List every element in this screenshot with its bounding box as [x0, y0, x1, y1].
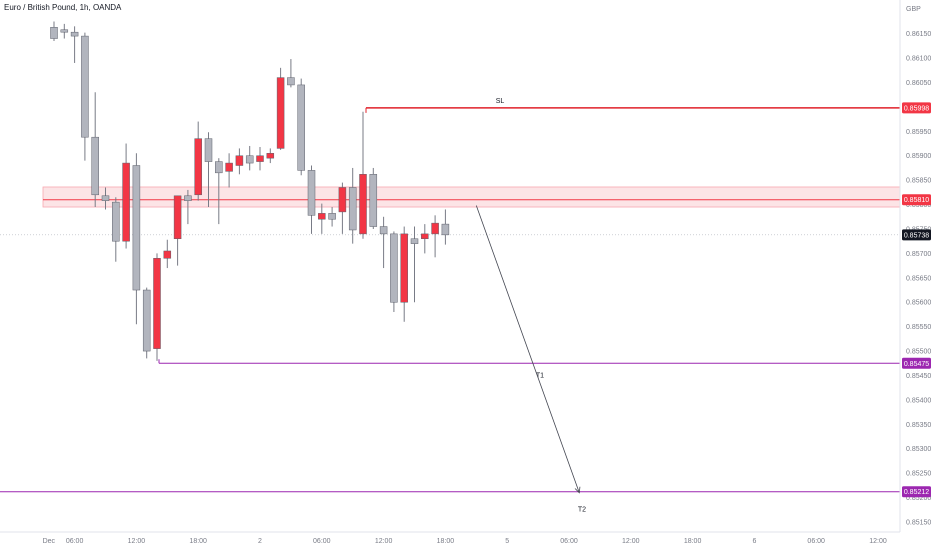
- candle-body[interactable]: [421, 233, 429, 240]
- candle-body[interactable]: [266, 153, 275, 159]
- price-tick-label: 0.85600: [906, 300, 931, 307]
- zone-price-label: 0.85810: [902, 194, 931, 206]
- current-price-label-text: 0.85738: [904, 232, 929, 239]
- candle-body[interactable]: [441, 223, 450, 236]
- price-tick-label: 0.85650: [906, 275, 931, 282]
- candle-body[interactable]: [204, 138, 213, 162]
- time-tick-label: 12:00: [622, 538, 640, 545]
- candle-body[interactable]: [132, 165, 141, 291]
- sl-price-label-bg: [902, 102, 931, 114]
- price-tick-label: 0.85350: [906, 422, 931, 429]
- t1-price-label-text: 0.85475: [904, 361, 929, 368]
- candle-body[interactable]: [328, 213, 336, 220]
- t2-price-label: 0.85212: [902, 486, 931, 498]
- time-tick-label: 18:00: [684, 538, 702, 545]
- time-tick-label: 06:00: [313, 538, 331, 545]
- time-tick-label: 12:00: [375, 538, 393, 545]
- candle-body[interactable]: [184, 195, 192, 201]
- candle-body[interactable]: [60, 29, 69, 33]
- sl-price-label: 0.85998: [902, 102, 931, 114]
- candle-body[interactable]: [276, 77, 285, 149]
- price-tick-label: 0.85300: [906, 446, 931, 453]
- candle-body[interactable]: [91, 136, 99, 196]
- price-tick-label: 0.85250: [906, 471, 931, 478]
- price-tick-label: 0.86150: [906, 31, 931, 38]
- t1-price-label-bg: [902, 357, 931, 369]
- current-price-label: 0.85738: [902, 229, 931, 241]
- time-tick-label: 12:00: [128, 538, 146, 545]
- currency-label: GBP: [906, 6, 921, 13]
- t1-price-label: 0.85475: [902, 357, 931, 369]
- zone-price-label-text: 0.85810: [904, 197, 929, 204]
- price-tick-label: 0.86050: [906, 80, 931, 87]
- candle-body[interactable]: [70, 31, 79, 37]
- price-tick-label: 0.85850: [906, 178, 931, 185]
- price-tick-label: 0.85550: [906, 324, 931, 331]
- time-tick-label: Dec: [43, 538, 56, 545]
- candle-body[interactable]: [431, 222, 439, 235]
- sl-price-label-text: 0.85998: [904, 105, 929, 112]
- candle-body[interactable]: [359, 174, 367, 235]
- candle-body[interactable]: [153, 258, 161, 349]
- candle-body[interactable]: [112, 201, 120, 242]
- candle-body[interactable]: [410, 238, 419, 244]
- sl-label: SL: [496, 98, 505, 105]
- candle-body[interactable]: [287, 77, 295, 86]
- price-tick-label: 0.85800: [906, 202, 931, 209]
- candle-body[interactable]: [81, 35, 89, 138]
- t1-label: T1: [536, 372, 544, 379]
- candle-body[interactable]: [225, 162, 233, 172]
- candle-body[interactable]: [235, 155, 244, 166]
- time-tick-label: 18:00: [437, 538, 455, 545]
- candle-body[interactable]: [297, 84, 305, 171]
- time-tick-label: 06:00: [560, 538, 578, 545]
- price-tick-label: 0.85900: [906, 153, 931, 160]
- time-tick-label: 2: [258, 538, 262, 545]
- time-tick-label: 12:00: [869, 538, 887, 545]
- candle-body[interactable]: [256, 155, 264, 162]
- symbol-title: Euro / British Pound, 1h, OANDA: [4, 3, 122, 12]
- candle-body[interactable]: [194, 138, 202, 196]
- t2-price-label-bg: [902, 486, 931, 498]
- price-tick-label: 0.86100: [906, 56, 931, 63]
- t2-label: T2: [578, 507, 586, 514]
- price-tick-label: 0.85950: [906, 129, 931, 136]
- price-tick-label: 0.85200: [906, 495, 931, 502]
- candle-body[interactable]: [101, 195, 110, 201]
- candle-body[interactable]: [318, 213, 326, 220]
- candle-body[interactable]: [348, 187, 357, 231]
- time-tick-label: 5: [505, 538, 509, 545]
- projection-arrow-head: [574, 486, 581, 494]
- candle-body[interactable]: [163, 250, 172, 259]
- current-price-label-bg: [902, 229, 931, 241]
- candle-body[interactable]: [142, 289, 151, 352]
- time-tick-label: 6: [752, 538, 756, 545]
- price-tick-label: 0.85700: [906, 251, 931, 258]
- time-tick-label: 06:00: [807, 538, 825, 545]
- candle-body[interactable]: [379, 226, 388, 235]
- resistance-zone: [42, 186, 901, 208]
- candle-body[interactable]: [50, 27, 58, 39]
- candle-body[interactable]: [122, 162, 130, 242]
- price-tick-label: 0.85500: [906, 349, 931, 356]
- time-tick-label: 06:00: [66, 538, 84, 545]
- time-tick-label: 18:00: [189, 538, 207, 545]
- price-tick-label: 0.85400: [906, 397, 931, 404]
- candle-body[interactable]: [215, 161, 223, 174]
- candle-body[interactable]: [390, 233, 398, 303]
- price-tick-label: 0.85450: [906, 373, 931, 380]
- candle-body[interactable]: [338, 187, 347, 213]
- candle-body[interactable]: [369, 174, 378, 227]
- zone-price-label-bg: [902, 194, 931, 206]
- t2-price-label-text: 0.85212: [904, 489, 929, 496]
- price-tick-label: 0.85150: [906, 520, 931, 527]
- candle-body[interactable]: [400, 233, 408, 303]
- projection-arrow-line: [475, 205, 580, 493]
- candle-body[interactable]: [173, 195, 182, 240]
- candle-body[interactable]: [307, 170, 316, 216]
- candle-body[interactable]: [245, 155, 254, 164]
